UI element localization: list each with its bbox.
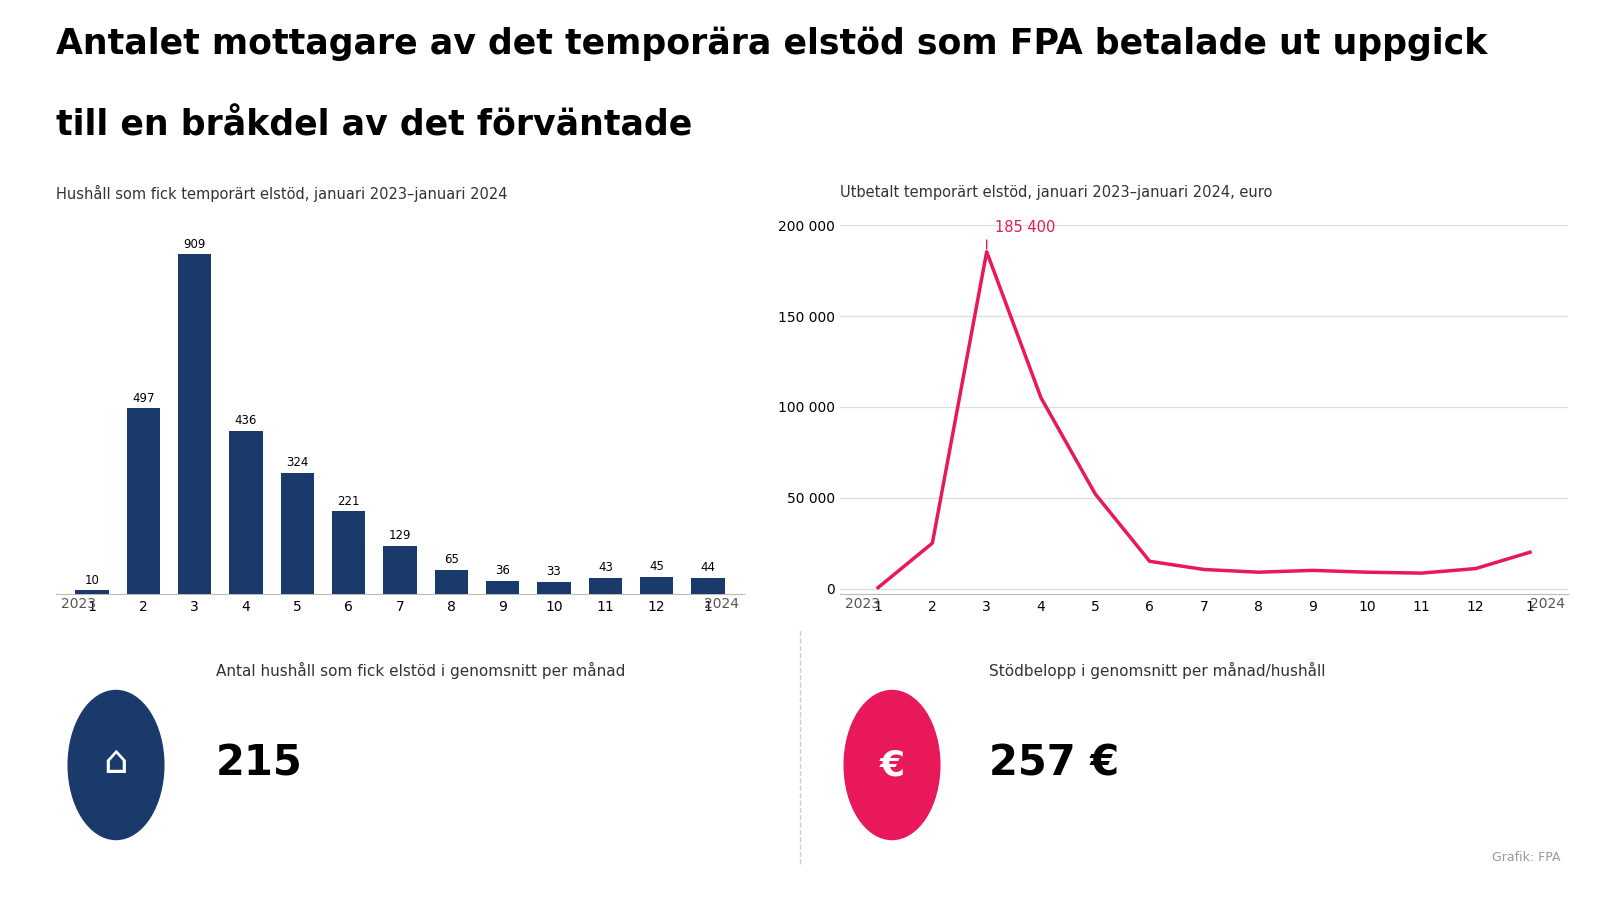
Bar <box>589 578 622 594</box>
Text: Antal hushåll som fick elstöd i genomsnitt per månad: Antal hushåll som fick elstöd i genomsni… <box>216 662 626 679</box>
Bar <box>178 255 211 594</box>
Text: Stödbelopp i genomsnitt per månad/hushåll: Stödbelopp i genomsnitt per månad/hushål… <box>989 662 1325 679</box>
Text: 221: 221 <box>338 495 360 508</box>
Text: 2023: 2023 <box>61 597 96 610</box>
Bar <box>126 409 160 594</box>
Text: 215: 215 <box>216 742 302 785</box>
Text: 436: 436 <box>235 414 258 427</box>
Text: 129: 129 <box>389 529 411 542</box>
Ellipse shape <box>69 690 163 840</box>
Text: 2024: 2024 <box>1530 597 1565 610</box>
Bar <box>435 570 469 594</box>
Text: Utbetalt temporärt elstöd, januari 2023–januari 2024, euro: Utbetalt temporärt elstöd, januari 2023–… <box>840 184 1272 200</box>
Bar <box>229 431 262 594</box>
Bar <box>280 473 314 594</box>
Text: 497: 497 <box>133 392 155 405</box>
Text: €: € <box>880 748 904 782</box>
Bar <box>691 578 725 594</box>
Text: 45: 45 <box>650 561 664 573</box>
Text: 324: 324 <box>286 456 309 469</box>
Text: 36: 36 <box>496 563 510 577</box>
Text: ⌂: ⌂ <box>104 742 128 781</box>
Bar <box>384 545 416 594</box>
Bar <box>486 580 520 594</box>
Ellipse shape <box>845 690 939 840</box>
Text: 185 400: 185 400 <box>995 220 1056 236</box>
Bar <box>538 581 571 594</box>
Text: 33: 33 <box>547 565 562 578</box>
Text: Grafik: FPA: Grafik: FPA <box>1491 851 1560 864</box>
Text: 43: 43 <box>598 562 613 574</box>
Text: 909: 909 <box>184 238 206 251</box>
Bar <box>331 511 365 594</box>
Text: till en bråkdel av det förväntade: till en bråkdel av det förväntade <box>56 108 693 142</box>
Text: 10: 10 <box>85 573 99 587</box>
Text: Hushåll som fick temporärt elstöd, januari 2023–januari 2024: Hushåll som fick temporärt elstöd, janua… <box>56 184 507 202</box>
Bar <box>640 577 674 594</box>
Text: 2023: 2023 <box>845 597 880 610</box>
Text: 2024: 2024 <box>704 597 739 610</box>
Text: 44: 44 <box>701 561 715 574</box>
Text: 257 €: 257 € <box>989 742 1118 785</box>
Text: 65: 65 <box>443 553 459 566</box>
Text: Antalet mottagare av det temporära elstöd som FPA betalade ut uppgick: Antalet mottagare av det temporära elstö… <box>56 27 1488 61</box>
Bar <box>75 590 109 594</box>
